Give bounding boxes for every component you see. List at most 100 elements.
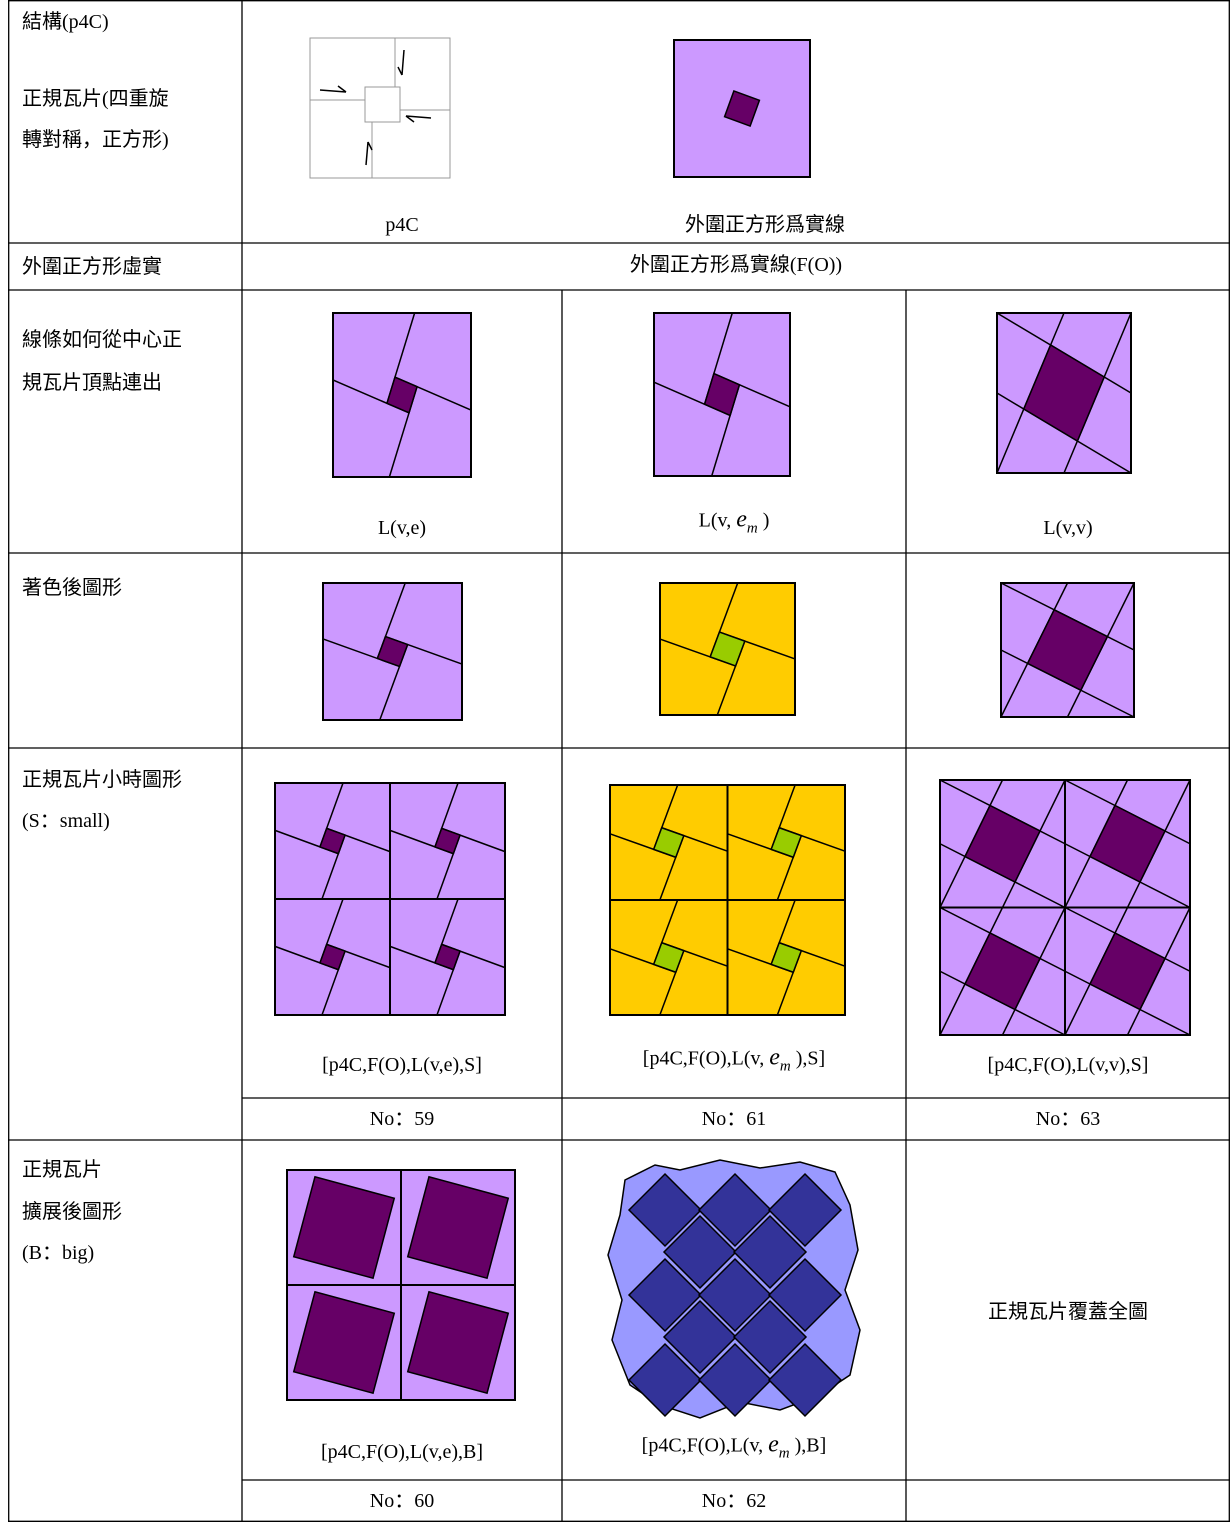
caption-part: ) bbox=[757, 509, 770, 532]
blue-diamond bbox=[767, 1342, 843, 1418]
tile bbox=[939, 779, 1066, 909]
tile bbox=[939, 906, 1066, 1036]
tile-center bbox=[406, 1290, 510, 1395]
tile-center bbox=[292, 1290, 396, 1395]
blue-diamond bbox=[627, 1342, 703, 1418]
tile bbox=[400, 1284, 516, 1401]
tile-center bbox=[292, 1175, 396, 1280]
p4c-icon bbox=[309, 37, 451, 179]
tile-center bbox=[770, 941, 803, 974]
number: No：63 bbox=[1035, 1108, 1101, 1130]
caption-sub: m bbox=[746, 520, 758, 537]
row-label: 轉對稱，正方形) bbox=[22, 129, 169, 151]
blue-diamond bbox=[697, 1172, 773, 1248]
blue-diamond bbox=[662, 1299, 738, 1375]
blue-diamond bbox=[732, 1299, 808, 1375]
number: No：62 bbox=[701, 1490, 767, 1512]
row-label: 線條如何從中心正 bbox=[22, 329, 182, 351]
table-borders bbox=[8, 0, 1230, 1522]
caption: L(v, em ) bbox=[699, 508, 770, 541]
tile bbox=[673, 39, 811, 178]
caption: L(v,e) bbox=[377, 517, 427, 539]
caption-part: [p4C,F(O),L(v, bbox=[642, 1047, 770, 1070]
blue-diamond bbox=[627, 1172, 703, 1248]
tile bbox=[609, 784, 729, 901]
caption-var: e bbox=[736, 506, 747, 533]
caption: L(v,v) bbox=[1043, 517, 1093, 539]
tile-center bbox=[1089, 804, 1166, 884]
cell-note: 正規瓦片覆蓋全圖 bbox=[988, 1301, 1148, 1323]
caption-var: e bbox=[768, 1431, 779, 1458]
caption: [p4C,F(O),L(v, em ),B] bbox=[642, 1433, 827, 1466]
tile bbox=[400, 1169, 516, 1286]
caption-part: ),S] bbox=[790, 1047, 826, 1070]
caption-sub: m bbox=[779, 1058, 791, 1075]
tile bbox=[726, 784, 846, 901]
tile bbox=[274, 782, 391, 900]
caption-part: ),B] bbox=[789, 1434, 827, 1457]
tile bbox=[653, 312, 791, 477]
tile-center bbox=[376, 635, 409, 668]
tile bbox=[609, 899, 729, 1016]
caption-part: L(v, bbox=[698, 509, 737, 532]
tile-center bbox=[709, 631, 746, 667]
blue-diamond bbox=[697, 1257, 773, 1333]
tile bbox=[389, 782, 506, 900]
cell-value: 外圍正方形爲實線(F(O)) bbox=[629, 254, 843, 276]
tile-center bbox=[406, 1175, 510, 1280]
row-label: 結構(p4C) bbox=[22, 11, 109, 33]
blue-diamond bbox=[697, 1342, 773, 1418]
tile-center bbox=[964, 931, 1041, 1011]
tile-center bbox=[319, 943, 346, 971]
tile bbox=[1000, 582, 1135, 718]
tile-center bbox=[1026, 608, 1109, 692]
row-label: 正規瓦片(四重旋 bbox=[22, 88, 169, 110]
row-label: 著色後圖形 bbox=[22, 577, 122, 599]
row-label: 外圍正方形虛實 bbox=[22, 256, 162, 278]
row-label: 正規瓦片 bbox=[22, 1159, 102, 1181]
tile bbox=[286, 1284, 402, 1401]
number: No：59 bbox=[369, 1108, 435, 1130]
caption-sub: m bbox=[778, 1445, 790, 1462]
tile bbox=[332, 312, 472, 478]
tile-center bbox=[1089, 931, 1166, 1011]
tile bbox=[726, 899, 846, 1016]
tile bbox=[1064, 779, 1191, 909]
row-label: 擴展後圖形 bbox=[22, 1201, 122, 1223]
tile-center bbox=[770, 826, 803, 859]
tile bbox=[286, 1169, 402, 1286]
blue-diamond bbox=[627, 1257, 703, 1333]
caption: [p4C,F(O),L(v,e),S] bbox=[322, 1054, 482, 1076]
tile bbox=[996, 312, 1132, 474]
row-label: 規瓦片頂點連出 bbox=[22, 372, 162, 394]
tile bbox=[659, 582, 796, 716]
tile bbox=[322, 582, 463, 721]
caption-part: [p4C,F(O),L(v, bbox=[641, 1434, 769, 1457]
tile-center bbox=[652, 941, 685, 974]
blue-diamond bbox=[732, 1214, 808, 1290]
blue-diamond bbox=[662, 1214, 738, 1290]
caption: [p4C,F(O),L(v,v),S] bbox=[987, 1054, 1149, 1076]
caption: 外圍正方形爲實線 bbox=[685, 214, 845, 236]
tile-center bbox=[652, 826, 685, 859]
row-label: (S：small) bbox=[22, 810, 110, 832]
tile bbox=[389, 898, 506, 1016]
tile-center bbox=[434, 827, 461, 855]
caption: p4C bbox=[385, 214, 419, 236]
tile-center bbox=[964, 804, 1041, 884]
row-label: 正規瓦片小時圖形 bbox=[22, 769, 182, 791]
caption-var: e bbox=[769, 1044, 780, 1071]
blue-diamond bbox=[767, 1257, 843, 1333]
row-label: (B：big) bbox=[22, 1242, 95, 1264]
tile bbox=[274, 898, 391, 1016]
tile-center bbox=[1022, 343, 1106, 443]
number: No：60 bbox=[369, 1490, 435, 1512]
tile-center bbox=[723, 89, 761, 128]
blue-diamond bbox=[767, 1172, 843, 1248]
caption: [p4C,F(O),L(v,e),B] bbox=[320, 1441, 484, 1463]
tile bbox=[1064, 906, 1191, 1036]
tile-center bbox=[703, 372, 741, 417]
caption: [p4C,F(O),L(v, em ),S] bbox=[643, 1046, 825, 1079]
